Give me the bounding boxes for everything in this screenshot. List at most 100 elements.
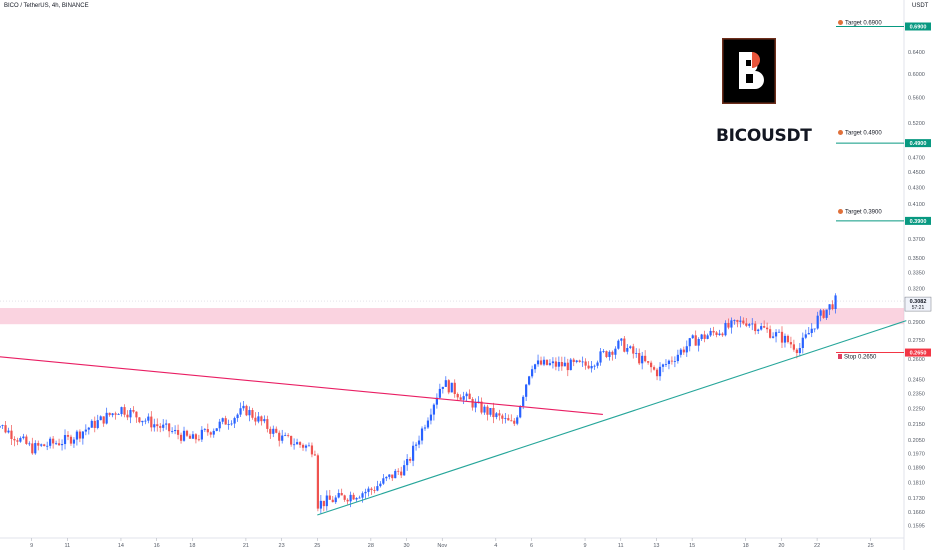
target-icon [838, 130, 843, 135]
candle-body [179, 434, 183, 441]
x-tick-label: 25 [314, 543, 320, 549]
candle-body [13, 438, 16, 441]
descending-trendline [0, 356, 603, 415]
candle-body [358, 497, 361, 499]
candle-body [673, 361, 676, 362]
candle-body [703, 334, 706, 339]
candle-body [135, 411, 138, 418]
candle-body [367, 488, 370, 492]
candle-body [81, 431, 84, 439]
candle-body [655, 369, 659, 377]
last-price-badge [904, 296, 932, 312]
candle-body [649, 362, 653, 368]
candle-body [298, 442, 302, 445]
candle-body [691, 335, 694, 339]
candle-body [724, 322, 727, 336]
candle-body [533, 364, 537, 370]
candle-body [400, 471, 403, 476]
chart-title: BICOUSDT [716, 126, 812, 146]
candle-body [617, 340, 620, 349]
target-text: Target 0.3900 [845, 209, 882, 216]
y-tick-label: 0.4700 [908, 155, 925, 161]
candle-body [355, 497, 358, 500]
candles [0, 293, 837, 515]
candle-body [456, 394, 459, 398]
stop-label: Stop 0.2650 [838, 354, 876, 361]
candle-body [783, 335, 787, 343]
candle-body [373, 490, 376, 491]
candle-body [370, 488, 373, 491]
candle-body [304, 445, 308, 448]
candle-body [31, 443, 34, 454]
candle-body [602, 351, 605, 352]
candle-body [596, 362, 599, 366]
candle-body [162, 424, 165, 428]
candle-body [120, 407, 123, 415]
candle-body [269, 428, 272, 434]
x-tick-label: Nov [437, 543, 447, 549]
candle-body [340, 492, 343, 496]
candle-body [462, 396, 465, 400]
candle-body [382, 478, 385, 484]
candle-body [536, 360, 540, 365]
candle-body [49, 438, 52, 446]
candle-body [123, 407, 126, 415]
candle-body [605, 351, 608, 357]
candle-body [733, 320, 736, 321]
candle-body [718, 333, 721, 336]
candle-body [563, 362, 566, 367]
candle-body [197, 439, 200, 441]
candle-body [614, 348, 617, 355]
candle-body [417, 440, 421, 445]
candle-body [682, 349, 685, 353]
candle-body [290, 435, 293, 445]
candle-body [144, 420, 147, 422]
candle-body [816, 315, 819, 329]
candle-body [325, 495, 328, 507]
candle-body [4, 425, 7, 433]
candle-body [364, 491, 367, 494]
x-tick-label: 21 [243, 543, 249, 549]
candle-body [385, 476, 388, 479]
price-badge [905, 22, 931, 31]
x-tick-label: 30 [403, 543, 409, 549]
candle-body [1, 425, 4, 426]
y-tick-label: 0.4100 [908, 202, 925, 208]
candle-body [647, 361, 650, 363]
candle-body [525, 384, 528, 397]
candle-body [644, 355, 647, 362]
candle-body [254, 417, 257, 422]
candle-body [670, 360, 674, 362]
candle-body [409, 459, 412, 461]
candle-body [501, 415, 504, 419]
candle-body [69, 436, 73, 444]
candle-body [435, 397, 438, 405]
candle-body [403, 465, 406, 476]
y-tick-label: 0.1890 [908, 466, 925, 472]
y-tick-label: 0.2600 [908, 357, 925, 363]
candle-body [206, 429, 209, 433]
y-tick-label: 0.3200 [908, 286, 925, 292]
last-price-label: 0.3082 [910, 299, 927, 305]
y-tick-label: 0.2450 [908, 377, 925, 383]
stop-text: Stop 0.2650 [844, 354, 877, 361]
candle-body [688, 338, 691, 347]
candle-body [352, 494, 355, 500]
candle-body [739, 320, 742, 322]
candle-body [492, 407, 495, 418]
x-tick-label: 9 [30, 543, 33, 549]
price-badge-label: 0.4900 [910, 141, 927, 147]
candle-body [260, 416, 263, 422]
candle-body [507, 418, 510, 421]
candle-body [584, 361, 587, 366]
candle-body [834, 295, 837, 309]
candle-body [789, 342, 793, 345]
candle-body [147, 416, 150, 421]
candle-body [200, 429, 203, 440]
candle-body [545, 359, 549, 365]
candle-body [22, 436, 25, 439]
candle-body [819, 310, 822, 316]
candle-body [754, 323, 757, 332]
candle-body [599, 351, 602, 363]
